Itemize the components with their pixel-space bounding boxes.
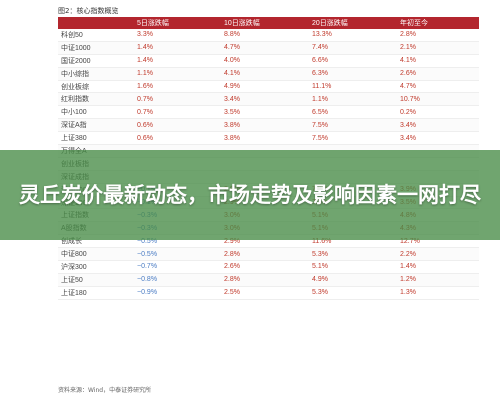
value-cell: 8.8%: [221, 29, 309, 42]
value-cell: 2.2%: [397, 247, 479, 262]
value-cell: −0.9%: [134, 286, 221, 300]
value-cell: 0.6%: [134, 118, 221, 133]
index-name-cell: 沪深300: [58, 260, 134, 274]
index-name-cell: 科创50: [58, 29, 134, 42]
table-row: 上证380 0.6% 3.8% 7.5% 3.4%: [58, 131, 479, 146]
value-cell: 5.3%: [309, 286, 397, 300]
index-name-cell: 中小综指: [58, 67, 134, 81]
value-cell: 4.7%: [221, 41, 309, 55]
value-cell: 2.1%: [397, 41, 479, 55]
value-cell: 3.4%: [397, 131, 479, 146]
value-cell: 3.3%: [134, 29, 221, 42]
value-cell: 7.4%: [309, 41, 397, 55]
index-name-cell: 国证2000: [58, 54, 134, 68]
value-cell: 13.3%: [309, 29, 397, 42]
value-cell: 6.5%: [309, 105, 397, 120]
value-cell: 6.3%: [309, 67, 397, 81]
index-name-cell: 中证1000: [58, 41, 134, 55]
table-row: 中小综指 1.1% 4.1% 6.3% 2.6%: [58, 67, 479, 81]
value-cell: 2.5%: [221, 286, 309, 300]
col-header-name: [58, 17, 134, 29]
index-name-cell: 深证A指: [58, 118, 134, 133]
index-name-cell: 创业板综: [58, 80, 134, 94]
value-cell: −0.8%: [134, 273, 221, 287]
index-name-cell: 上证380: [58, 131, 134, 146]
index-name-cell: 中证800: [58, 247, 134, 262]
col-header-5d: 5日涨跌幅: [134, 17, 221, 29]
value-cell: 1.1%: [134, 67, 221, 81]
value-cell: 1.2%: [397, 273, 479, 287]
table-row: 沪深300 −0.7% 2.6% 5.1% 1.4%: [58, 260, 479, 274]
value-cell: 2.8%: [221, 273, 309, 287]
table-title: 图2：核心指数概览: [58, 7, 119, 15]
banner-title: 灵丘炭价最新动态，市场走势及影响因素一网打尽: [19, 183, 481, 207]
value-cell: 4.9%: [309, 273, 397, 287]
value-cell: 2.6%: [221, 260, 309, 274]
value-cell: 5.3%: [309, 247, 397, 262]
table-row: 创业板综 1.6% 4.9% 11.1% 4.7%: [58, 80, 479, 94]
value-cell: 1.4%: [134, 41, 221, 55]
value-cell: 0.2%: [397, 105, 479, 120]
value-cell: 1.1%: [309, 92, 397, 107]
value-cell: −0.7%: [134, 260, 221, 274]
value-cell: 11.1%: [309, 80, 397, 94]
value-cell: 4.0%: [221, 54, 309, 68]
title-banner: 灵丘炭价最新动态，市场走势及影响因素一网打尽: [0, 150, 500, 240]
value-cell: 0.6%: [134, 131, 221, 146]
value-cell: 10.7%: [397, 92, 479, 107]
value-cell: −0.5%: [134, 247, 221, 262]
table-header-row: 5日涨跌幅 10日涨跌幅 20日涨跌幅 年初至今: [58, 17, 479, 29]
value-cell: 6.6%: [309, 54, 397, 68]
value-cell: 4.7%: [397, 80, 479, 94]
table-row: 深证A指 0.6% 3.8% 7.5% 3.4%: [58, 118, 479, 133]
value-cell: 1.3%: [397, 286, 479, 300]
value-cell: 3.4%: [397, 118, 479, 133]
value-cell: 2.6%: [397, 67, 479, 81]
col-header-ytd: 年初至今: [397, 17, 479, 29]
value-cell: 3.5%: [221, 105, 309, 120]
index-name-cell: 中小100: [58, 105, 134, 120]
value-cell: 2.8%: [221, 247, 309, 262]
table-row: 中小100 0.7% 3.5% 6.5% 0.2%: [58, 105, 479, 120]
value-cell: 3.8%: [221, 131, 309, 146]
value-cell: 3.8%: [221, 118, 309, 133]
value-cell: 4.1%: [397, 54, 479, 68]
col-header-10d: 10日涨跌幅: [221, 17, 309, 29]
value-cell: 1.4%: [397, 260, 479, 274]
table-row: 上证180 −0.9% 2.5% 5.3% 1.3%: [58, 286, 479, 300]
table-row: 国证2000 1.4% 4.0% 6.6% 4.1%: [58, 54, 479, 68]
value-cell: 0.7%: [134, 92, 221, 107]
value-cell: 4.9%: [221, 80, 309, 94]
value-cell: 1.4%: [134, 54, 221, 68]
index-name-cell: 上证50: [58, 273, 134, 287]
source-note: 资料来源：Wind，中泰证券研究所: [58, 387, 152, 394]
value-cell: 7.5%: [309, 131, 397, 146]
table-row: 红利指数 0.7% 3.4% 1.1% 10.7%: [58, 92, 479, 107]
value-cell: 0.7%: [134, 105, 221, 120]
value-cell: 4.1%: [221, 67, 309, 81]
table-row: 中证800 −0.5% 2.8% 5.3% 2.2%: [58, 247, 479, 262]
value-cell: 5.1%: [309, 260, 397, 274]
value-cell: 3.4%: [221, 92, 309, 107]
table-row: 中证1000 1.4% 4.7% 7.4% 2.1%: [58, 41, 479, 55]
index-name-cell: 红利指数: [58, 92, 134, 107]
value-cell: 1.6%: [134, 80, 221, 94]
value-cell: 7.5%: [309, 118, 397, 133]
table-row: 上证50 −0.8% 2.8% 4.9% 1.2%: [58, 273, 479, 287]
value-cell: 2.8%: [397, 29, 479, 42]
col-header-20d: 20日涨跌幅: [309, 17, 397, 29]
index-name-cell: 上证180: [58, 286, 134, 300]
table-row: 科创50 3.3% 8.8% 13.3% 2.8%: [58, 29, 479, 42]
